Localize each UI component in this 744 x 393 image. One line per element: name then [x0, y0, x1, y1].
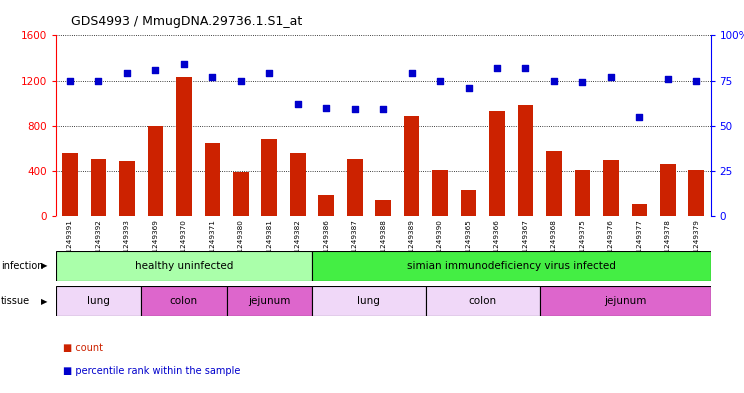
Point	[463, 84, 475, 91]
Point	[263, 70, 275, 77]
Text: GSM1249381: GSM1249381	[266, 219, 272, 268]
Point	[235, 77, 247, 84]
Point	[577, 79, 589, 86]
Bar	[632, 204, 647, 216]
Text: GSM1249393: GSM1249393	[124, 219, 130, 268]
Text: GSM1249370: GSM1249370	[181, 219, 187, 268]
Bar	[574, 170, 590, 216]
Text: GDS4993 / MmugDNA.29736.1.S1_at: GDS4993 / MmugDNA.29736.1.S1_at	[71, 15, 302, 28]
Text: GSM1249382: GSM1249382	[295, 219, 301, 268]
Bar	[56, 286, 141, 316]
Bar	[290, 153, 306, 216]
Point	[92, 77, 104, 84]
Point	[690, 77, 702, 84]
Text: GSM1249375: GSM1249375	[580, 219, 586, 268]
Point	[605, 74, 617, 80]
Bar	[490, 111, 505, 216]
Bar	[141, 286, 227, 316]
Bar	[147, 126, 163, 216]
Text: GSM1249371: GSM1249371	[209, 219, 215, 268]
Text: GSM1249387: GSM1249387	[352, 219, 358, 268]
Point	[405, 70, 417, 77]
Bar	[62, 153, 78, 216]
Bar	[233, 172, 248, 216]
Text: GSM1249391: GSM1249391	[67, 219, 73, 268]
Bar	[119, 161, 135, 216]
Bar	[261, 139, 277, 216]
Text: colon: colon	[469, 296, 497, 306]
Bar	[603, 160, 619, 216]
Text: GSM1249379: GSM1249379	[693, 219, 699, 268]
Text: GSM1249386: GSM1249386	[323, 219, 330, 268]
Text: infection: infection	[1, 261, 43, 271]
Text: GSM1249390: GSM1249390	[437, 219, 443, 268]
Bar	[205, 143, 220, 216]
Text: GSM1249380: GSM1249380	[238, 219, 244, 268]
Text: lung: lung	[87, 296, 110, 306]
Point	[633, 114, 645, 120]
Bar	[546, 151, 562, 216]
Point	[548, 77, 560, 84]
Bar	[432, 170, 448, 216]
Bar	[426, 286, 539, 316]
Text: jejunum: jejunum	[604, 296, 647, 306]
Bar	[660, 164, 676, 216]
Text: ■ percentile rank within the sample: ■ percentile rank within the sample	[63, 366, 240, 376]
Point	[64, 77, 76, 84]
Text: ▶: ▶	[41, 261, 48, 270]
Text: ■ count: ■ count	[63, 343, 103, 353]
Bar	[176, 77, 192, 216]
Text: healthy uninfected: healthy uninfected	[135, 261, 233, 271]
Bar	[318, 195, 334, 216]
Point	[491, 65, 503, 71]
Text: GSM1249376: GSM1249376	[608, 219, 614, 268]
Point	[662, 75, 674, 82]
Point	[349, 107, 361, 113]
Text: GSM1249388: GSM1249388	[380, 219, 386, 268]
Bar	[312, 286, 426, 316]
Text: GSM1249367: GSM1249367	[522, 219, 528, 268]
Point	[320, 105, 332, 111]
Text: GSM1249365: GSM1249365	[466, 219, 472, 268]
Point	[434, 77, 446, 84]
Point	[377, 107, 389, 113]
Text: jejunum: jejunum	[248, 296, 290, 306]
Bar	[227, 286, 312, 316]
Bar	[461, 190, 476, 216]
Bar	[91, 158, 106, 216]
Text: GSM1249369: GSM1249369	[153, 219, 158, 268]
Text: lung: lung	[357, 296, 380, 306]
Bar	[404, 116, 420, 216]
Bar	[56, 251, 312, 281]
Point	[206, 74, 218, 80]
Text: ▶: ▶	[41, 297, 48, 306]
Text: GSM1249392: GSM1249392	[95, 219, 101, 268]
Text: GSM1249368: GSM1249368	[551, 219, 557, 268]
Text: colon: colon	[170, 296, 198, 306]
Text: GSM1249377: GSM1249377	[636, 219, 642, 268]
Point	[121, 70, 133, 77]
Text: tissue: tissue	[1, 296, 30, 306]
Text: GSM1249389: GSM1249389	[408, 219, 414, 268]
Bar	[375, 200, 391, 216]
Text: GSM1249378: GSM1249378	[665, 219, 671, 268]
Point	[178, 61, 190, 68]
Point	[292, 101, 304, 107]
Bar	[518, 105, 533, 216]
Bar	[539, 286, 711, 316]
Text: simian immunodeficiency virus infected: simian immunodeficiency virus infected	[407, 261, 616, 271]
Point	[519, 65, 531, 71]
Bar	[688, 170, 704, 216]
Text: GSM1249366: GSM1249366	[494, 219, 500, 268]
Bar	[347, 158, 362, 216]
Point	[150, 66, 161, 73]
Bar	[312, 251, 711, 281]
